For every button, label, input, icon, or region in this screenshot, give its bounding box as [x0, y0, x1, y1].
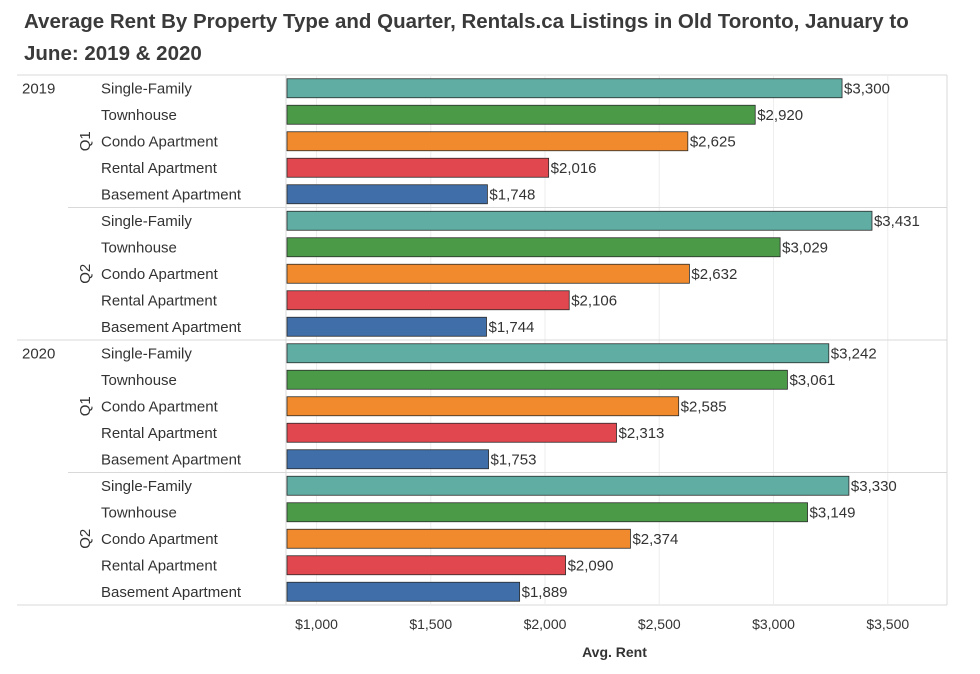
chart-title: Average Rent By Property Type and Quarte… — [24, 10, 909, 65]
x-tick-label: $3,500 — [866, 616, 909, 632]
bar — [286, 210, 873, 231]
category-label: Townhouse — [101, 107, 177, 124]
year-label: 2020 — [22, 345, 55, 362]
quarter-label: Q1 — [77, 131, 94, 151]
data-label: $3,300 — [844, 80, 890, 97]
data-label: $1,889 — [522, 584, 568, 601]
category-label: Rental Apartment — [101, 557, 218, 574]
x-tick-label: $2,500 — [638, 616, 681, 632]
x-axis-title: Avg. Rent — [582, 644, 647, 660]
bar — [286, 237, 781, 258]
data-label: $2,090 — [568, 557, 614, 574]
bar — [286, 422, 617, 443]
category-label: Townhouse — [101, 372, 177, 389]
category-label: Townhouse — [101, 504, 177, 521]
bar — [286, 157, 550, 178]
category-label: Basement Apartment — [101, 584, 242, 601]
x-tick-label: $1,500 — [409, 616, 452, 632]
quarter-label: Q2 — [77, 264, 94, 284]
bar — [286, 131, 689, 152]
data-label: $2,585 — [681, 398, 727, 415]
data-label: $2,106 — [571, 292, 617, 309]
data-label: $2,625 — [690, 133, 736, 150]
x-tick-label: $3,000 — [752, 616, 795, 632]
category-label: Single-Family — [101, 478, 192, 495]
year-label: 2019 — [22, 80, 55, 97]
data-label: $3,061 — [789, 372, 835, 389]
bar — [286, 369, 788, 390]
bar — [286, 290, 570, 311]
quarter-label: Q1 — [77, 396, 94, 416]
bar — [286, 263, 690, 284]
bar — [286, 316, 487, 337]
category-label: Basement Apartment — [101, 451, 242, 468]
data-label: $3,431 — [874, 213, 920, 230]
bar — [286, 581, 521, 602]
x-tick-label: $1,000 — [295, 616, 338, 632]
category-label: Single-Family — [101, 213, 192, 230]
category-label: Rental Apartment — [101, 292, 218, 309]
data-label: $2,632 — [691, 266, 737, 283]
data-label: $2,016 — [551, 160, 597, 177]
category-label: Single-Family — [101, 80, 192, 97]
x-tick-label: $2,000 — [524, 616, 567, 632]
category-label: Basement Apartment — [101, 186, 242, 203]
category-label: Single-Family — [101, 345, 192, 362]
category-label: Basement Apartment — [101, 319, 242, 336]
category-label: Condo Apartment — [101, 531, 219, 548]
category-label: Rental Apartment — [101, 425, 218, 442]
quarter-label: Q2 — [77, 529, 94, 549]
data-label: $3,330 — [851, 478, 897, 495]
bar — [286, 396, 680, 417]
category-label: Rental Apartment — [101, 160, 218, 177]
category-label: Townhouse — [101, 239, 177, 256]
data-label: $1,748 — [489, 186, 535, 203]
data-label: $2,920 — [757, 107, 803, 124]
data-label: $3,029 — [782, 239, 828, 256]
data-label: $2,313 — [619, 425, 665, 442]
bar — [286, 528, 631, 549]
data-label: $3,242 — [831, 345, 877, 362]
bar — [286, 555, 566, 576]
data-label: $2,374 — [632, 531, 678, 548]
bar — [286, 343, 830, 364]
data-label: $3,149 — [810, 504, 856, 521]
category-label: Condo Apartment — [101, 133, 219, 150]
bar — [286, 184, 488, 205]
data-label: $1,753 — [491, 451, 537, 468]
bar — [286, 104, 756, 125]
category-label: Condo Apartment — [101, 398, 219, 415]
bar — [286, 475, 850, 496]
bar — [286, 502, 808, 523]
bar — [286, 78, 843, 99]
data-label: $1,744 — [489, 319, 535, 336]
category-label: Condo Apartment — [101, 266, 219, 283]
bar — [286, 449, 489, 470]
